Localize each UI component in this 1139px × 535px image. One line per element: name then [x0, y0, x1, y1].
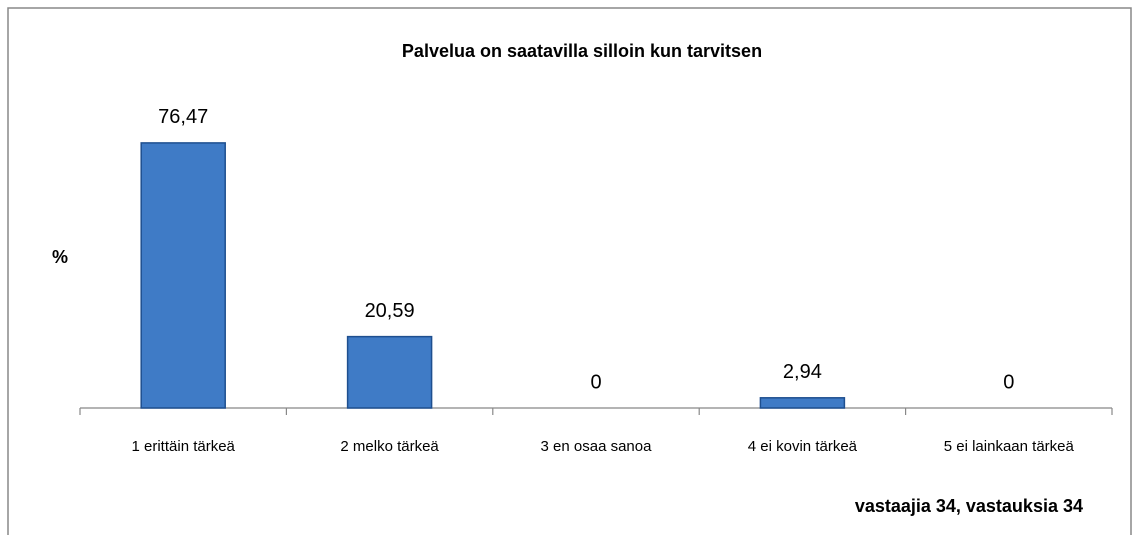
bar [759, 397, 846, 409]
x-tick-label: 4 ei kovin tärkeä [748, 438, 858, 455]
x-tick-label: 3 en osaa sanoa [541, 438, 653, 455]
data-label: 0 [590, 371, 601, 393]
data-label: 76,47 [158, 106, 208, 128]
data-label: 20,59 [365, 300, 415, 322]
bar [346, 335, 433, 409]
x-tick-label: 5 ei lainkaan tärkeä [944, 438, 1075, 455]
chart-title: Palvelua on saatavilla silloin kun tarvi… [402, 41, 762, 61]
data-label: 0 [1003, 371, 1014, 393]
data-label: 2,94 [783, 361, 822, 383]
y-axis-label: % [52, 247, 68, 267]
chart-border [7, 7, 1132, 535]
x-tick-label: 1 erittäin tärkeä [132, 438, 236, 455]
footnote: vastaajia 34, vastauksia 34 [855, 496, 1083, 516]
bar [140, 142, 226, 409]
x-tick-label: 2 melko tärkeä [340, 438, 439, 455]
